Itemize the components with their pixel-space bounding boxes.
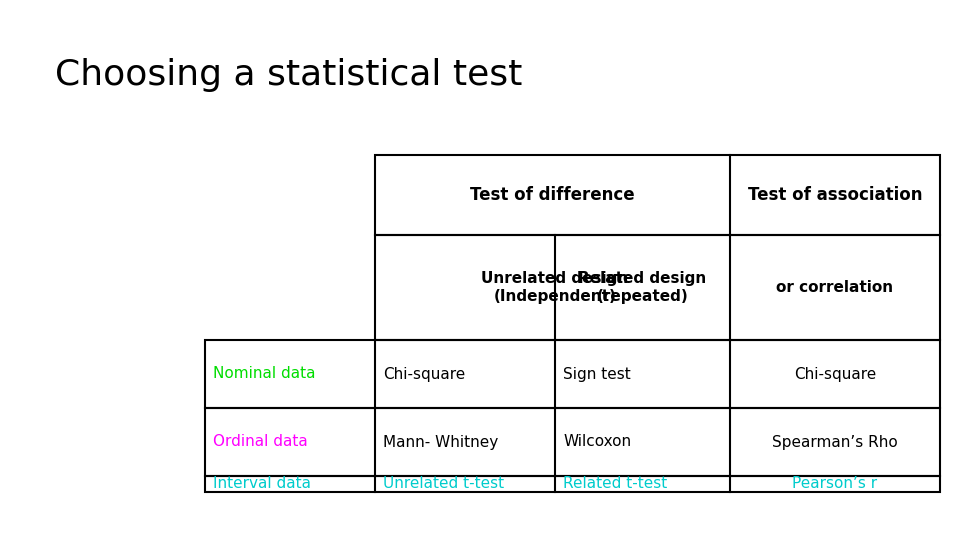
- Bar: [375, 235, 940, 340]
- Text: Unrelated t-test: Unrelated t-test: [383, 476, 504, 491]
- Text: Spearman’s Rho: Spearman’s Rho: [772, 435, 898, 449]
- Text: Pearson’s r: Pearson’s r: [792, 476, 877, 491]
- Text: Interval data: Interval data: [213, 476, 311, 491]
- Bar: [205, 476, 940, 492]
- Text: Related t-test: Related t-test: [563, 476, 667, 491]
- Text: Nominal data: Nominal data: [213, 367, 316, 381]
- Text: Choosing a statistical test: Choosing a statistical test: [55, 58, 522, 92]
- Text: or correlation: or correlation: [777, 280, 894, 295]
- Text: Chi-square: Chi-square: [383, 367, 466, 381]
- Text: Sign test: Sign test: [563, 367, 631, 381]
- Text: Test of difference: Test of difference: [470, 186, 635, 204]
- Bar: [205, 408, 940, 476]
- Text: Related design
(repeated): Related design (repeated): [578, 271, 707, 303]
- Text: Ordinal data: Ordinal data: [213, 435, 308, 449]
- Text: Unrelated design
(Independent): Unrelated design (Independent): [481, 271, 629, 303]
- Bar: [205, 340, 940, 408]
- Text: Wilcoxon: Wilcoxon: [563, 435, 631, 449]
- Bar: [375, 155, 940, 235]
- Text: Test of association: Test of association: [748, 186, 923, 204]
- Text: Chi-square: Chi-square: [794, 367, 876, 381]
- Text: Mann- Whitney: Mann- Whitney: [383, 435, 498, 449]
